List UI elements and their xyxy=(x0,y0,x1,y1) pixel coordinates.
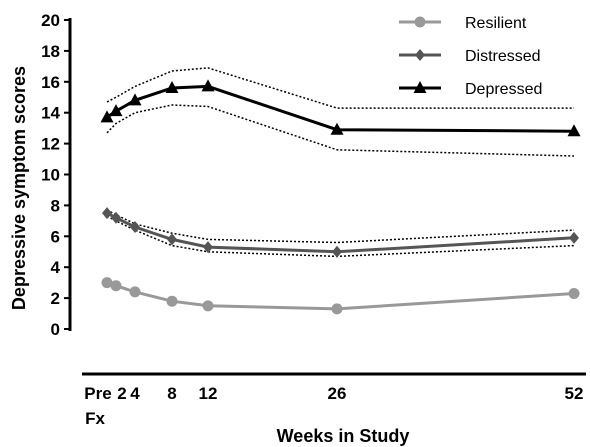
legend-label: Depressed xyxy=(465,81,542,98)
legend: Resilient Distressed Depressed xyxy=(399,15,542,98)
data-point xyxy=(167,233,177,246)
data-point xyxy=(201,79,215,92)
legend-label: Distressed xyxy=(465,48,541,65)
x-tick-sublabel: Fx xyxy=(85,409,105,428)
y-tick-label: 0 xyxy=(51,320,60,339)
data-point xyxy=(567,124,581,137)
series-resilient xyxy=(101,277,580,315)
data-point xyxy=(202,300,214,312)
y-tick-label: 6 xyxy=(51,227,60,246)
data-point xyxy=(203,241,213,254)
legend-item-resilient: Resilient xyxy=(399,15,527,32)
legend-label: Resilient xyxy=(465,15,527,32)
data-point xyxy=(414,16,426,28)
data-point xyxy=(102,207,112,220)
data-point xyxy=(128,93,142,106)
y-axis-title: Depressive symptom scores xyxy=(9,66,29,310)
ci-upper-line xyxy=(106,209,575,244)
data-point xyxy=(109,104,123,117)
y-tick-label: 12 xyxy=(41,135,60,154)
data-point xyxy=(166,295,178,307)
data-point xyxy=(413,81,427,93)
y-tick-label: 2 xyxy=(51,289,60,308)
data-point xyxy=(415,49,425,61)
x-axis: Pre Fx 2 4 8 12 26 52 xyxy=(82,372,586,428)
data-point xyxy=(110,280,122,292)
data-point xyxy=(331,303,343,315)
x-tick-label: 26 xyxy=(328,384,347,403)
plot-area xyxy=(100,67,581,315)
data-point xyxy=(129,286,141,298)
x-tick-label: 2 xyxy=(117,384,126,403)
data-point xyxy=(569,231,579,244)
y-tick-label: 18 xyxy=(41,42,60,61)
x-tick-label: 4 xyxy=(130,384,140,403)
series-distressed xyxy=(102,207,579,258)
y-tick-label: 14 xyxy=(41,104,60,123)
legend-item-depressed: Depressed xyxy=(399,81,542,98)
legend-item-distressed: Distressed xyxy=(399,48,541,65)
y-tick-label: 20 xyxy=(41,11,60,30)
data-point xyxy=(111,211,121,224)
x-axis-title: Weeks in Study xyxy=(277,426,410,446)
ci-lower-line xyxy=(106,104,575,157)
x-tick-label: 12 xyxy=(199,384,218,403)
data-point xyxy=(101,277,113,289)
data-point xyxy=(100,110,114,123)
data-point xyxy=(568,287,580,299)
y-tick-label: 8 xyxy=(51,196,60,215)
data-point xyxy=(332,245,342,258)
data-point xyxy=(165,80,179,93)
x-tick-label: 52 xyxy=(565,384,584,403)
series-depressed xyxy=(100,67,581,157)
data-point xyxy=(330,122,344,135)
data-point xyxy=(130,221,140,234)
y-tick-label: 4 xyxy=(51,258,61,277)
ci-upper-line xyxy=(106,67,574,109)
y-tick-label: 16 xyxy=(41,73,60,92)
y-tick-label: 10 xyxy=(41,166,60,185)
y-axis: 0 2 4 6 8 10 12 14 16 18 20 xyxy=(41,11,72,339)
x-tick-label: Pre xyxy=(84,384,111,403)
x-tick-label: 8 xyxy=(167,384,176,403)
